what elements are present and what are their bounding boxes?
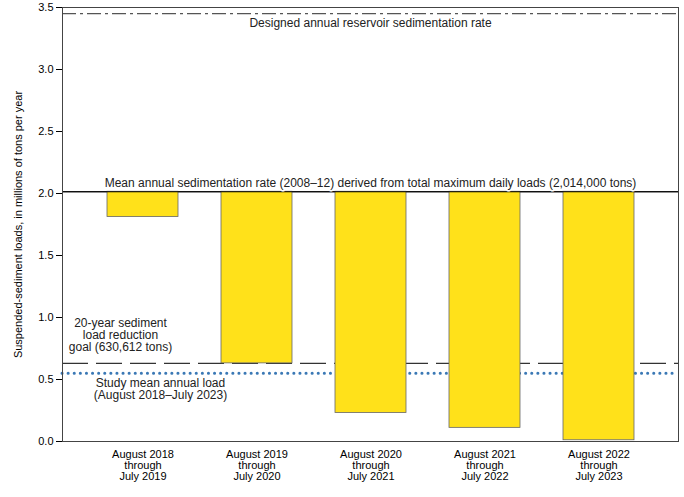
svg-text:2.0: 2.0 (38, 187, 53, 199)
svg-text:20-year sedimentload reduction: 20-year sedimentload reductiongoal (630,… (69, 316, 172, 354)
svg-text:1.0: 1.0 (38, 311, 53, 323)
svg-text:August 2019throughJuly 2020: August 2019throughJuly 2020 (226, 448, 288, 482)
svg-text:0.5: 0.5 (38, 373, 53, 385)
svg-text:0.0: 0.0 (38, 435, 53, 447)
svg-text:August 2018throughJuly 2019: August 2018throughJuly 2019 (112, 448, 174, 482)
svg-text:3.0: 3.0 (38, 63, 53, 75)
svg-text:Mean annual sedimentation rate: Mean annual sedimentation rate (2008–12)… (105, 176, 637, 190)
svg-text:August 2022throughJuly 2023: August 2022throughJuly 2023 (568, 448, 630, 482)
svg-text:August 2020throughJuly 2021: August 2020throughJuly 2021 (340, 448, 402, 482)
svg-text:1.5: 1.5 (38, 249, 53, 261)
svg-text:Designed annual reservoir sedi: Designed annual reservoir sedimentation … (249, 16, 491, 30)
svg-text:Suspended-sediment loads, in m: Suspended-sediment loads, in millions of… (12, 91, 24, 359)
svg-text:3.5: 3.5 (38, 1, 53, 13)
svg-text:Study mean annual load(August: Study mean annual load(August 2018–July … (94, 376, 227, 402)
svg-text:August 2021throughJuly 2022: August 2021throughJuly 2022 (454, 448, 516, 482)
svg-text:2.5: 2.5 (38, 125, 53, 137)
